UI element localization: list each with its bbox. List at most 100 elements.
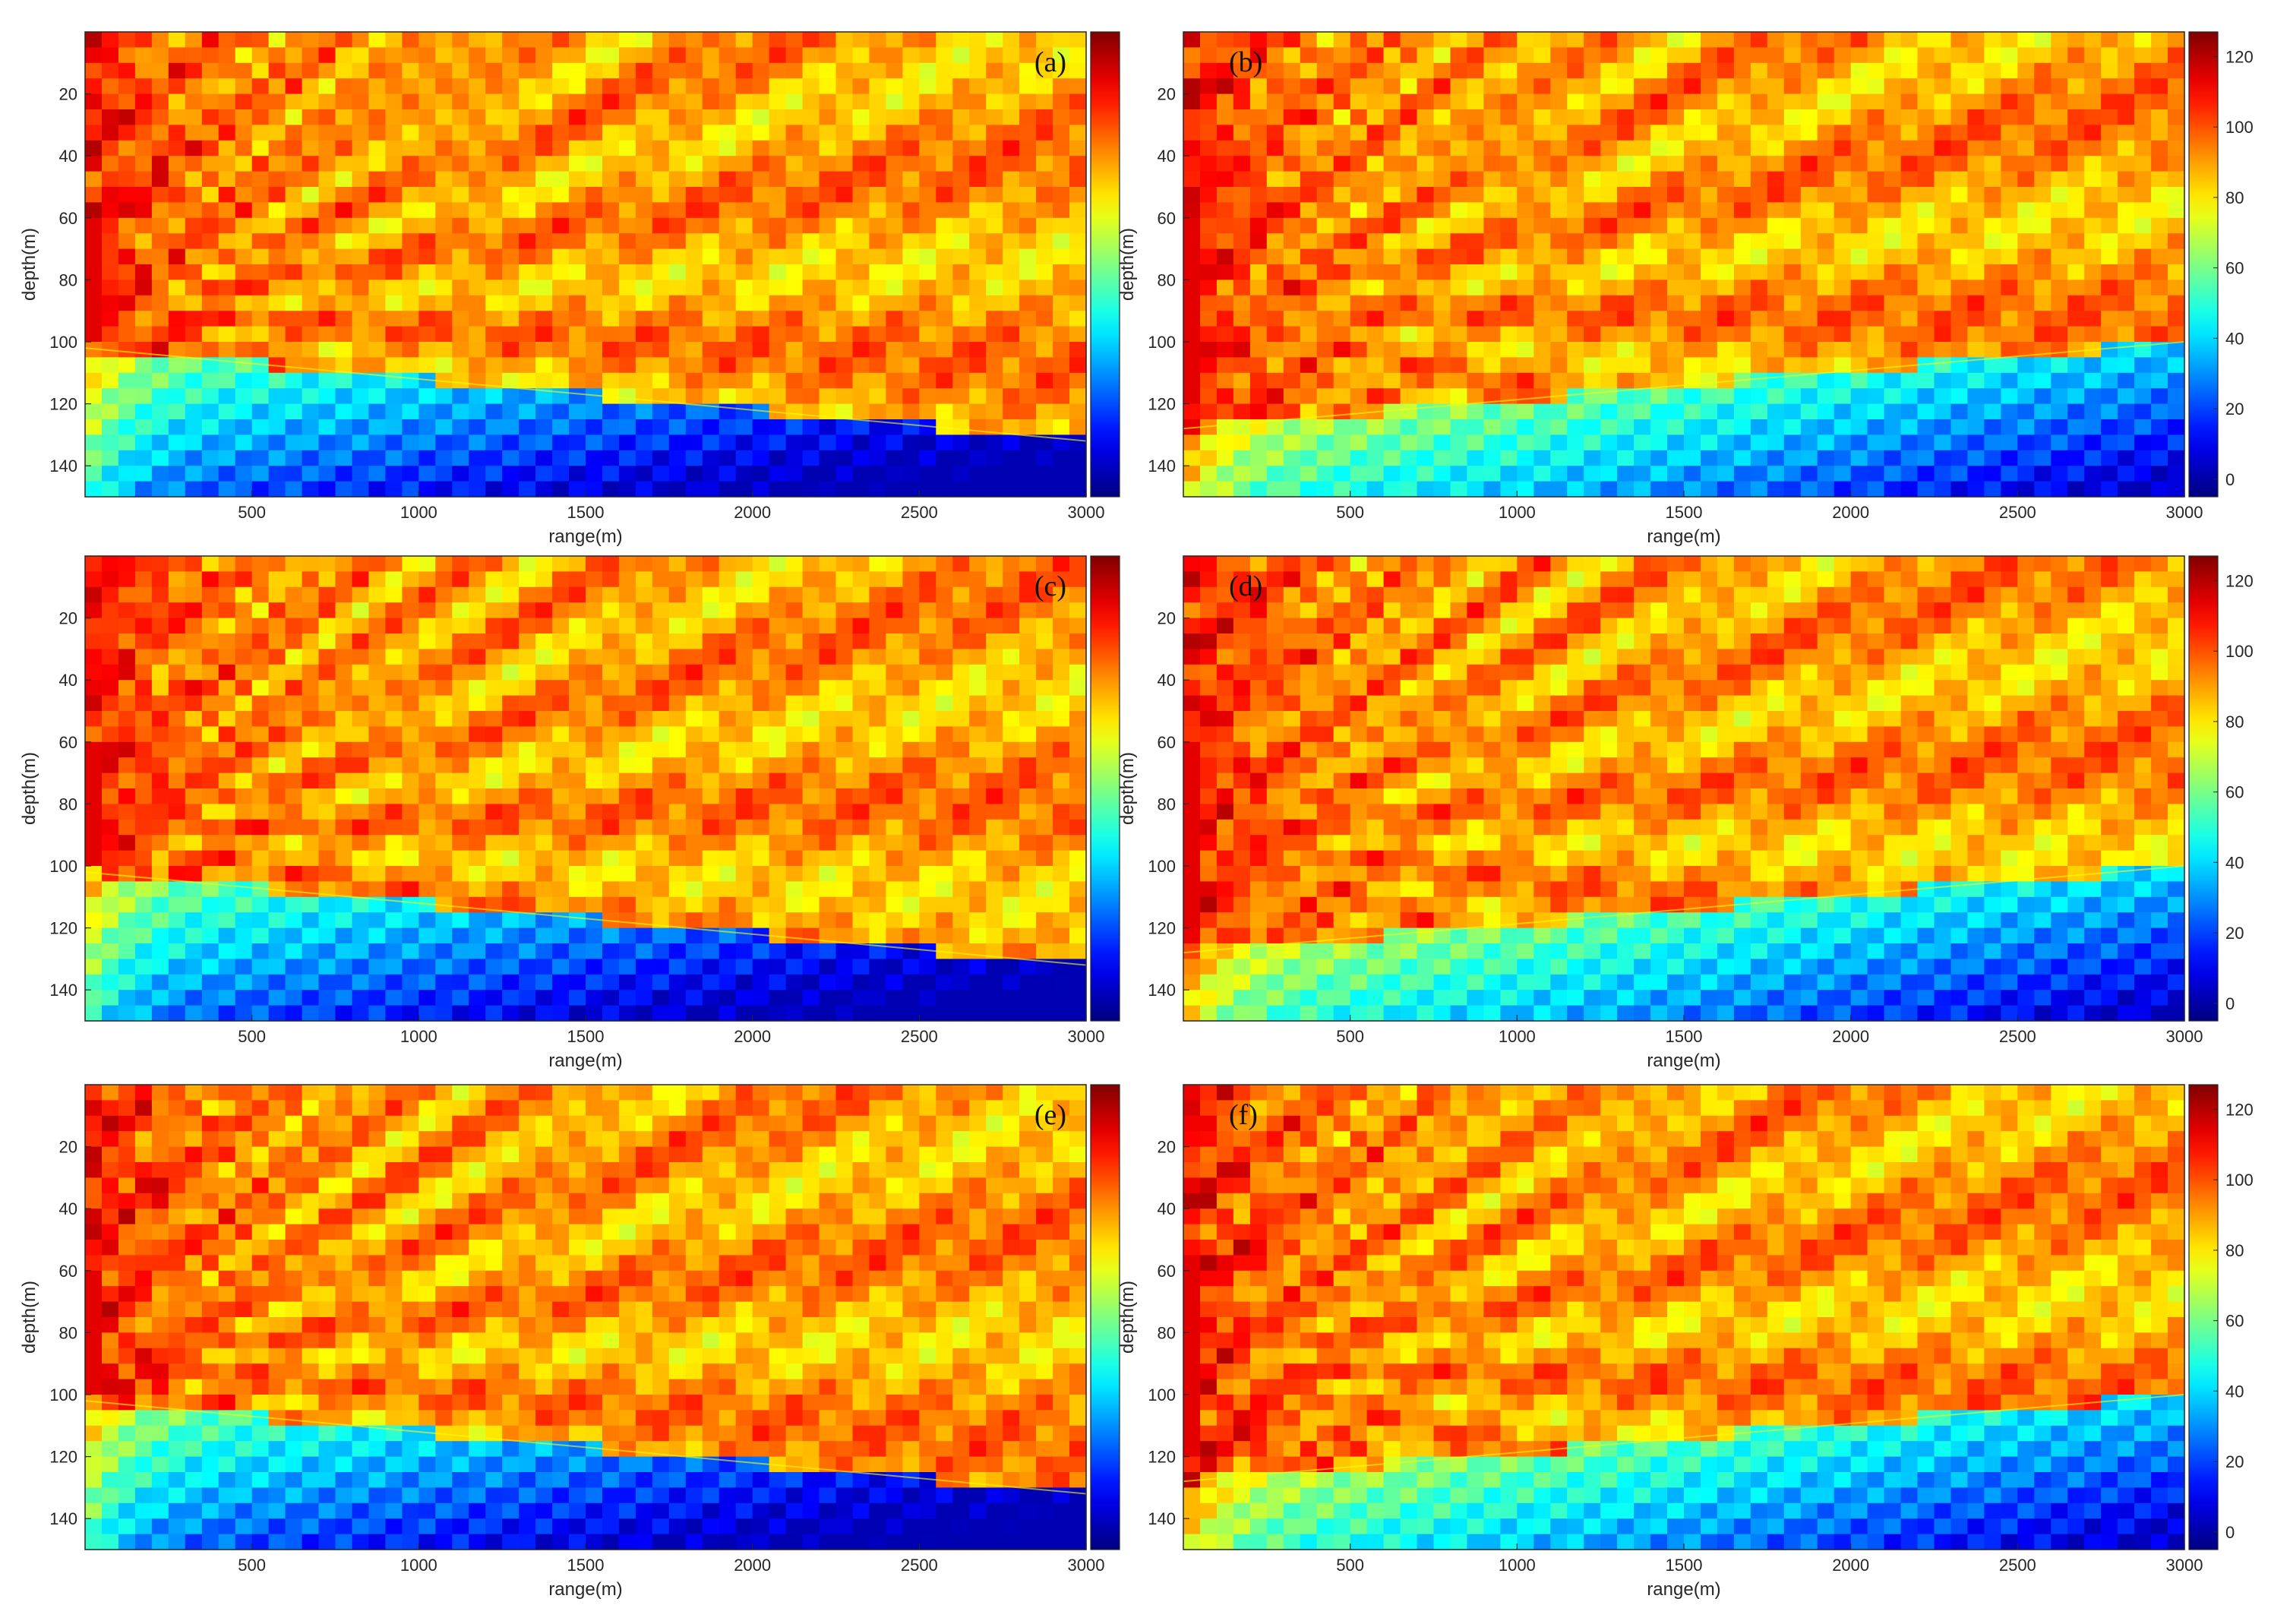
heatmap-cell (335, 481, 353, 498)
heatmap-cell (1800, 156, 1818, 172)
heatmap-cell (886, 403, 903, 420)
heatmap-cell (1283, 264, 1301, 280)
heatmap-cell (1400, 171, 1418, 188)
heatmap-cell (102, 990, 119, 1006)
heatmap-cell (402, 481, 419, 498)
heatmap-cell (85, 481, 103, 498)
heatmap-cell (1567, 187, 1584, 203)
heatmap-cell (1366, 140, 1385, 156)
heatmap-cell (802, 757, 820, 774)
heatmap-cell (485, 649, 503, 665)
heatmap-cell (735, 695, 753, 712)
heatmap-cell (2084, 403, 2102, 420)
heatmap-cell (1701, 233, 1718, 250)
heatmap-cell (1266, 388, 1284, 405)
heatmap-cell (1800, 481, 1818, 498)
heatmap-cell (535, 633, 553, 649)
heatmap-cell (469, 804, 486, 820)
heatmap-cell (268, 466, 286, 482)
heatmap-cell (602, 78, 620, 95)
heatmap-cell (1834, 372, 1852, 389)
heatmap-cell (352, 78, 370, 95)
heatmap-cell (385, 633, 403, 649)
heatmap-cell (652, 711, 670, 727)
heatmap-cell (134, 419, 153, 435)
heatmap-cell (1634, 125, 1651, 141)
heatmap-cell (102, 927, 119, 944)
heatmap-cell (1316, 47, 1334, 64)
heatmap-cell (85, 741, 103, 758)
heatmap-cell (535, 773, 553, 789)
heatmap-cell (1750, 372, 1768, 389)
heatmap-cell (201, 835, 220, 851)
heatmap-cell (635, 912, 653, 929)
heatmap-cell (1850, 295, 1868, 311)
heatmap-cell (469, 990, 486, 1006)
heatmap-cell (1333, 171, 1351, 188)
heatmap-cell (785, 757, 804, 774)
heatmap-cell (318, 990, 336, 1006)
heatmap-cell (385, 974, 403, 991)
heatmap-cell (635, 434, 653, 451)
heatmap-cell (1216, 419, 1234, 435)
heatmap-cell (2151, 109, 2168, 125)
heatmap-cell (618, 357, 636, 374)
heatmap-cell (102, 357, 119, 374)
heatmap-cell (919, 388, 937, 405)
heatmap-cell (368, 140, 386, 156)
heatmap-cell (1300, 434, 1318, 451)
heatmap-cell (652, 419, 670, 435)
heatmap-cell (385, 388, 403, 405)
heatmap-cell (185, 264, 203, 280)
heatmap-cell (2101, 311, 2118, 327)
heatmap-cell (1450, 47, 1468, 64)
heatmap-cell (1483, 388, 1501, 405)
heatmap-cell (2001, 93, 2018, 110)
heatmap-cell (1249, 403, 1268, 420)
heatmap-cell (352, 866, 370, 882)
heatmap-cell (352, 295, 370, 311)
heatmap-cell (251, 1005, 270, 1022)
heatmap-cell (1417, 403, 1435, 420)
heatmap-cell (602, 326, 620, 343)
heatmap-cell (1003, 93, 1020, 110)
heatmap-cell (1701, 47, 1718, 64)
heatmap-cell (1517, 388, 1534, 405)
heatmap-cell (302, 171, 320, 188)
heatmap-cell (969, 233, 987, 250)
heatmap-cell (1053, 295, 1070, 311)
heatmap-cell (368, 726, 386, 743)
heatmap-cell (552, 187, 570, 203)
heatmap-cell (201, 342, 220, 358)
heatmap-cell (452, 866, 469, 882)
heatmap-cell (102, 633, 119, 649)
heatmap-cell (1684, 32, 1701, 48)
heatmap-cell (102, 835, 119, 851)
heatmap-cell (302, 264, 320, 280)
heatmap-cell (1867, 419, 1885, 435)
heatmap-cell (469, 481, 486, 498)
heatmap-cell (919, 202, 937, 219)
heatmap-cell (1467, 264, 1484, 280)
heatmap-cell (201, 481, 220, 498)
heatmap-cell (268, 78, 286, 95)
heatmap-cell (485, 248, 503, 265)
heatmap-cell (719, 896, 737, 913)
heatmap-cell (1366, 450, 1385, 466)
heatmap-cell (1934, 248, 1952, 265)
heatmap-cell (1967, 156, 1985, 172)
heatmap-cell (1634, 481, 1651, 498)
heatmap-cell (769, 726, 787, 743)
heatmap-cell (752, 556, 770, 572)
heatmap-cell (268, 757, 286, 774)
heatmap-cell (802, 372, 820, 389)
heatmap-cell (318, 264, 336, 280)
heatmap-cell (1767, 466, 1785, 482)
heatmap-cell (402, 618, 419, 634)
heatmap-cell (1003, 388, 1020, 405)
heatmap-cell (1417, 109, 1435, 125)
heatmap-cell (919, 357, 937, 374)
heatmap-cell (1283, 434, 1301, 451)
heatmap-cell (102, 664, 119, 681)
heatmap-cell (2134, 326, 2152, 343)
